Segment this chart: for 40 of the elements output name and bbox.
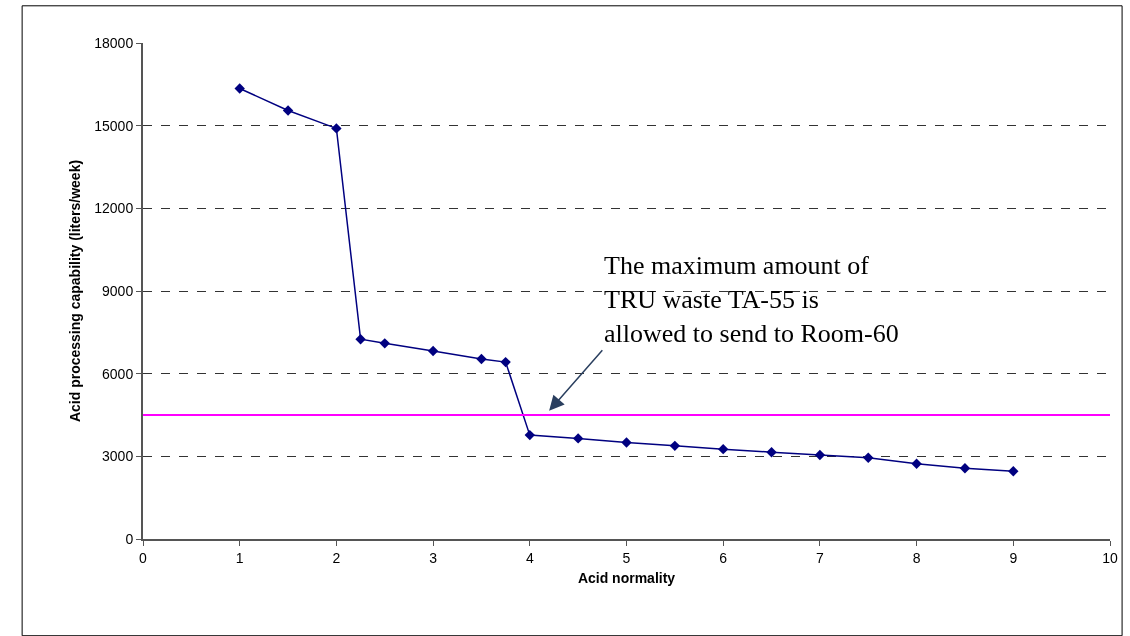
annotation: The maximum amount of TRU waste TA-55 is allowed to send to Room-60	[604, 251, 899, 348]
y-tick-label: 6000	[102, 365, 134, 382]
point	[500, 356, 511, 368]
y-tick-label: 9000	[102, 282, 134, 299]
y-tick-label: 18000	[94, 34, 134, 51]
point	[234, 83, 245, 94]
x-tick-label: 0	[139, 549, 148, 566]
point	[355, 334, 366, 345]
x-axis-title: Acid normality	[577, 569, 676, 586]
point	[911, 458, 922, 469]
point	[669, 440, 681, 452]
point	[863, 452, 874, 463]
y-axis-title: Acid processing capability (liters/week)	[67, 159, 84, 423]
y-tick-label: 3000	[102, 448, 134, 465]
point	[766, 447, 777, 458]
x-tick-label: 8	[912, 549, 921, 566]
x-tick-label: 2	[332, 549, 341, 566]
x-tick-label: 6	[719, 549, 728, 566]
point	[476, 353, 487, 365]
y-tick-label: 12000	[94, 200, 134, 217]
point	[524, 429, 535, 441]
point	[621, 437, 632, 448]
point	[331, 123, 342, 134]
point	[718, 443, 729, 455]
y-tick-label: 0	[125, 530, 134, 547]
point	[814, 449, 826, 461]
y-tick-label: 15000	[94, 117, 134, 134]
point	[427, 345, 439, 357]
x-tick-label: 7	[816, 549, 824, 566]
x-tick-label: 9	[1009, 549, 1018, 566]
point	[572, 433, 584, 444]
x-tick-label: 3	[429, 549, 438, 566]
x-tick-label: 1	[235, 549, 244, 566]
x-tick-label: 4	[525, 549, 534, 566]
x-tick-label: 5	[622, 549, 631, 566]
point	[282, 105, 294, 116]
point	[1008, 466, 1019, 477]
point	[379, 338, 390, 349]
x-tick-label: 10	[1102, 549, 1118, 566]
point	[959, 462, 971, 474]
